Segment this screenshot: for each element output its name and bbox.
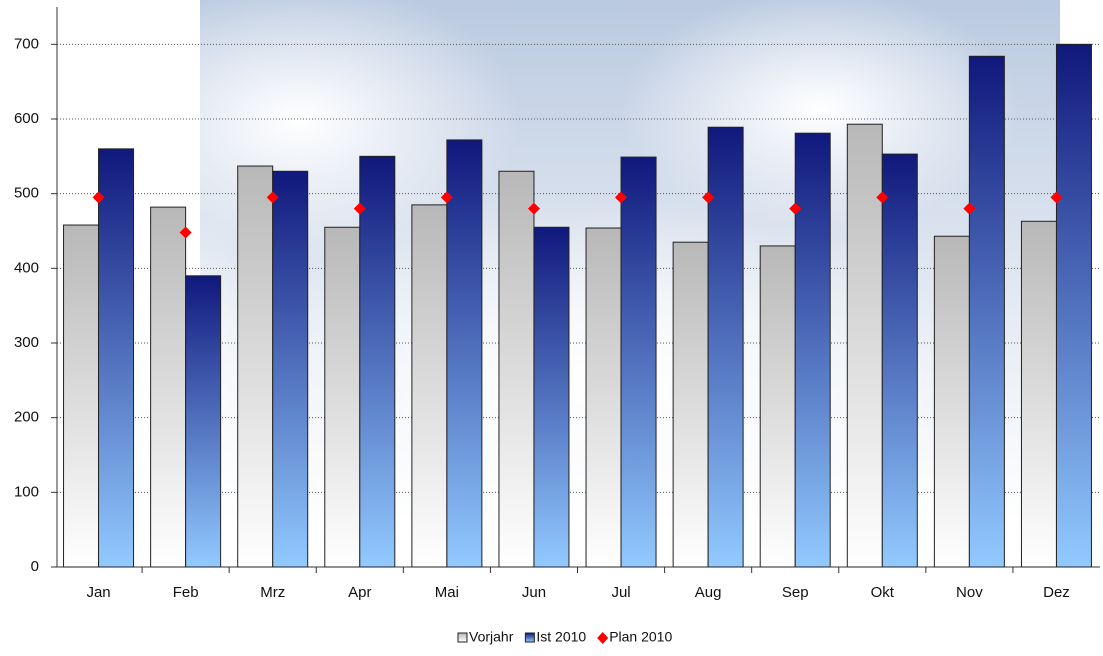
y-tick-label: 600: [14, 110, 39, 127]
legend: Vorjahr Ist 2010 Plan 2010: [458, 629, 672, 645]
y-tick-label: 0: [31, 558, 39, 575]
bar: [360, 156, 395, 567]
x-tick-label: Feb: [173, 584, 199, 601]
x-tick-label: Okt: [871, 584, 895, 601]
bar: [586, 228, 621, 567]
bar: [412, 205, 447, 567]
bar: [708, 127, 743, 567]
bar: [186, 276, 221, 567]
y-tick-label: 200: [14, 409, 39, 426]
x-tick-label: Jun: [522, 584, 546, 601]
y-tick-label: 500: [14, 185, 39, 202]
bar: [1021, 221, 1056, 567]
x-tick-label: Aug: [695, 584, 722, 601]
bar: [760, 246, 795, 567]
bar: [534, 227, 569, 567]
bar: [934, 236, 969, 567]
bar: [882, 154, 917, 567]
bar: [795, 133, 830, 567]
x-tick-label: Nov: [956, 584, 983, 601]
bar: [99, 149, 134, 567]
bar: [969, 56, 1004, 567]
y-tick-label: 100: [14, 483, 39, 500]
x-tick-label: Mrz: [260, 584, 285, 601]
x-tick-label: Apr: [348, 584, 371, 601]
bar: [847, 124, 882, 567]
bar: [273, 171, 308, 567]
y-tick-label: 300: [14, 334, 39, 351]
bar: [238, 166, 273, 567]
x-tick-label: Dez: [1043, 584, 1070, 601]
bar: [325, 227, 360, 567]
y-tick-label: 400: [14, 259, 39, 276]
chart: Vorjahr Ist 2010 Plan 2010 0 100 200 300 400 50…: [0, 0, 1103, 651]
bar: [64, 225, 99, 567]
bar: [621, 157, 656, 567]
bar: [151, 207, 186, 567]
x-tick-label: Sep: [782, 584, 809, 601]
legend-label: Ist 2010: [536, 629, 586, 645]
legend-label: Vorjahr: [469, 629, 514, 645]
x-tick-label: Jan: [86, 584, 110, 601]
legend-swatch: [597, 632, 608, 644]
bar: [1056, 44, 1091, 567]
y-tick-label: 700: [14, 35, 39, 52]
legend-label: Plan 2010: [609, 629, 672, 645]
legend-swatch: [458, 633, 467, 642]
bar: [447, 140, 482, 567]
bar: [499, 171, 534, 567]
x-tick-label: Mai: [435, 584, 459, 601]
x-tick-label: Jul: [611, 584, 630, 601]
bar: [673, 242, 708, 567]
legend-swatch: [525, 633, 534, 642]
